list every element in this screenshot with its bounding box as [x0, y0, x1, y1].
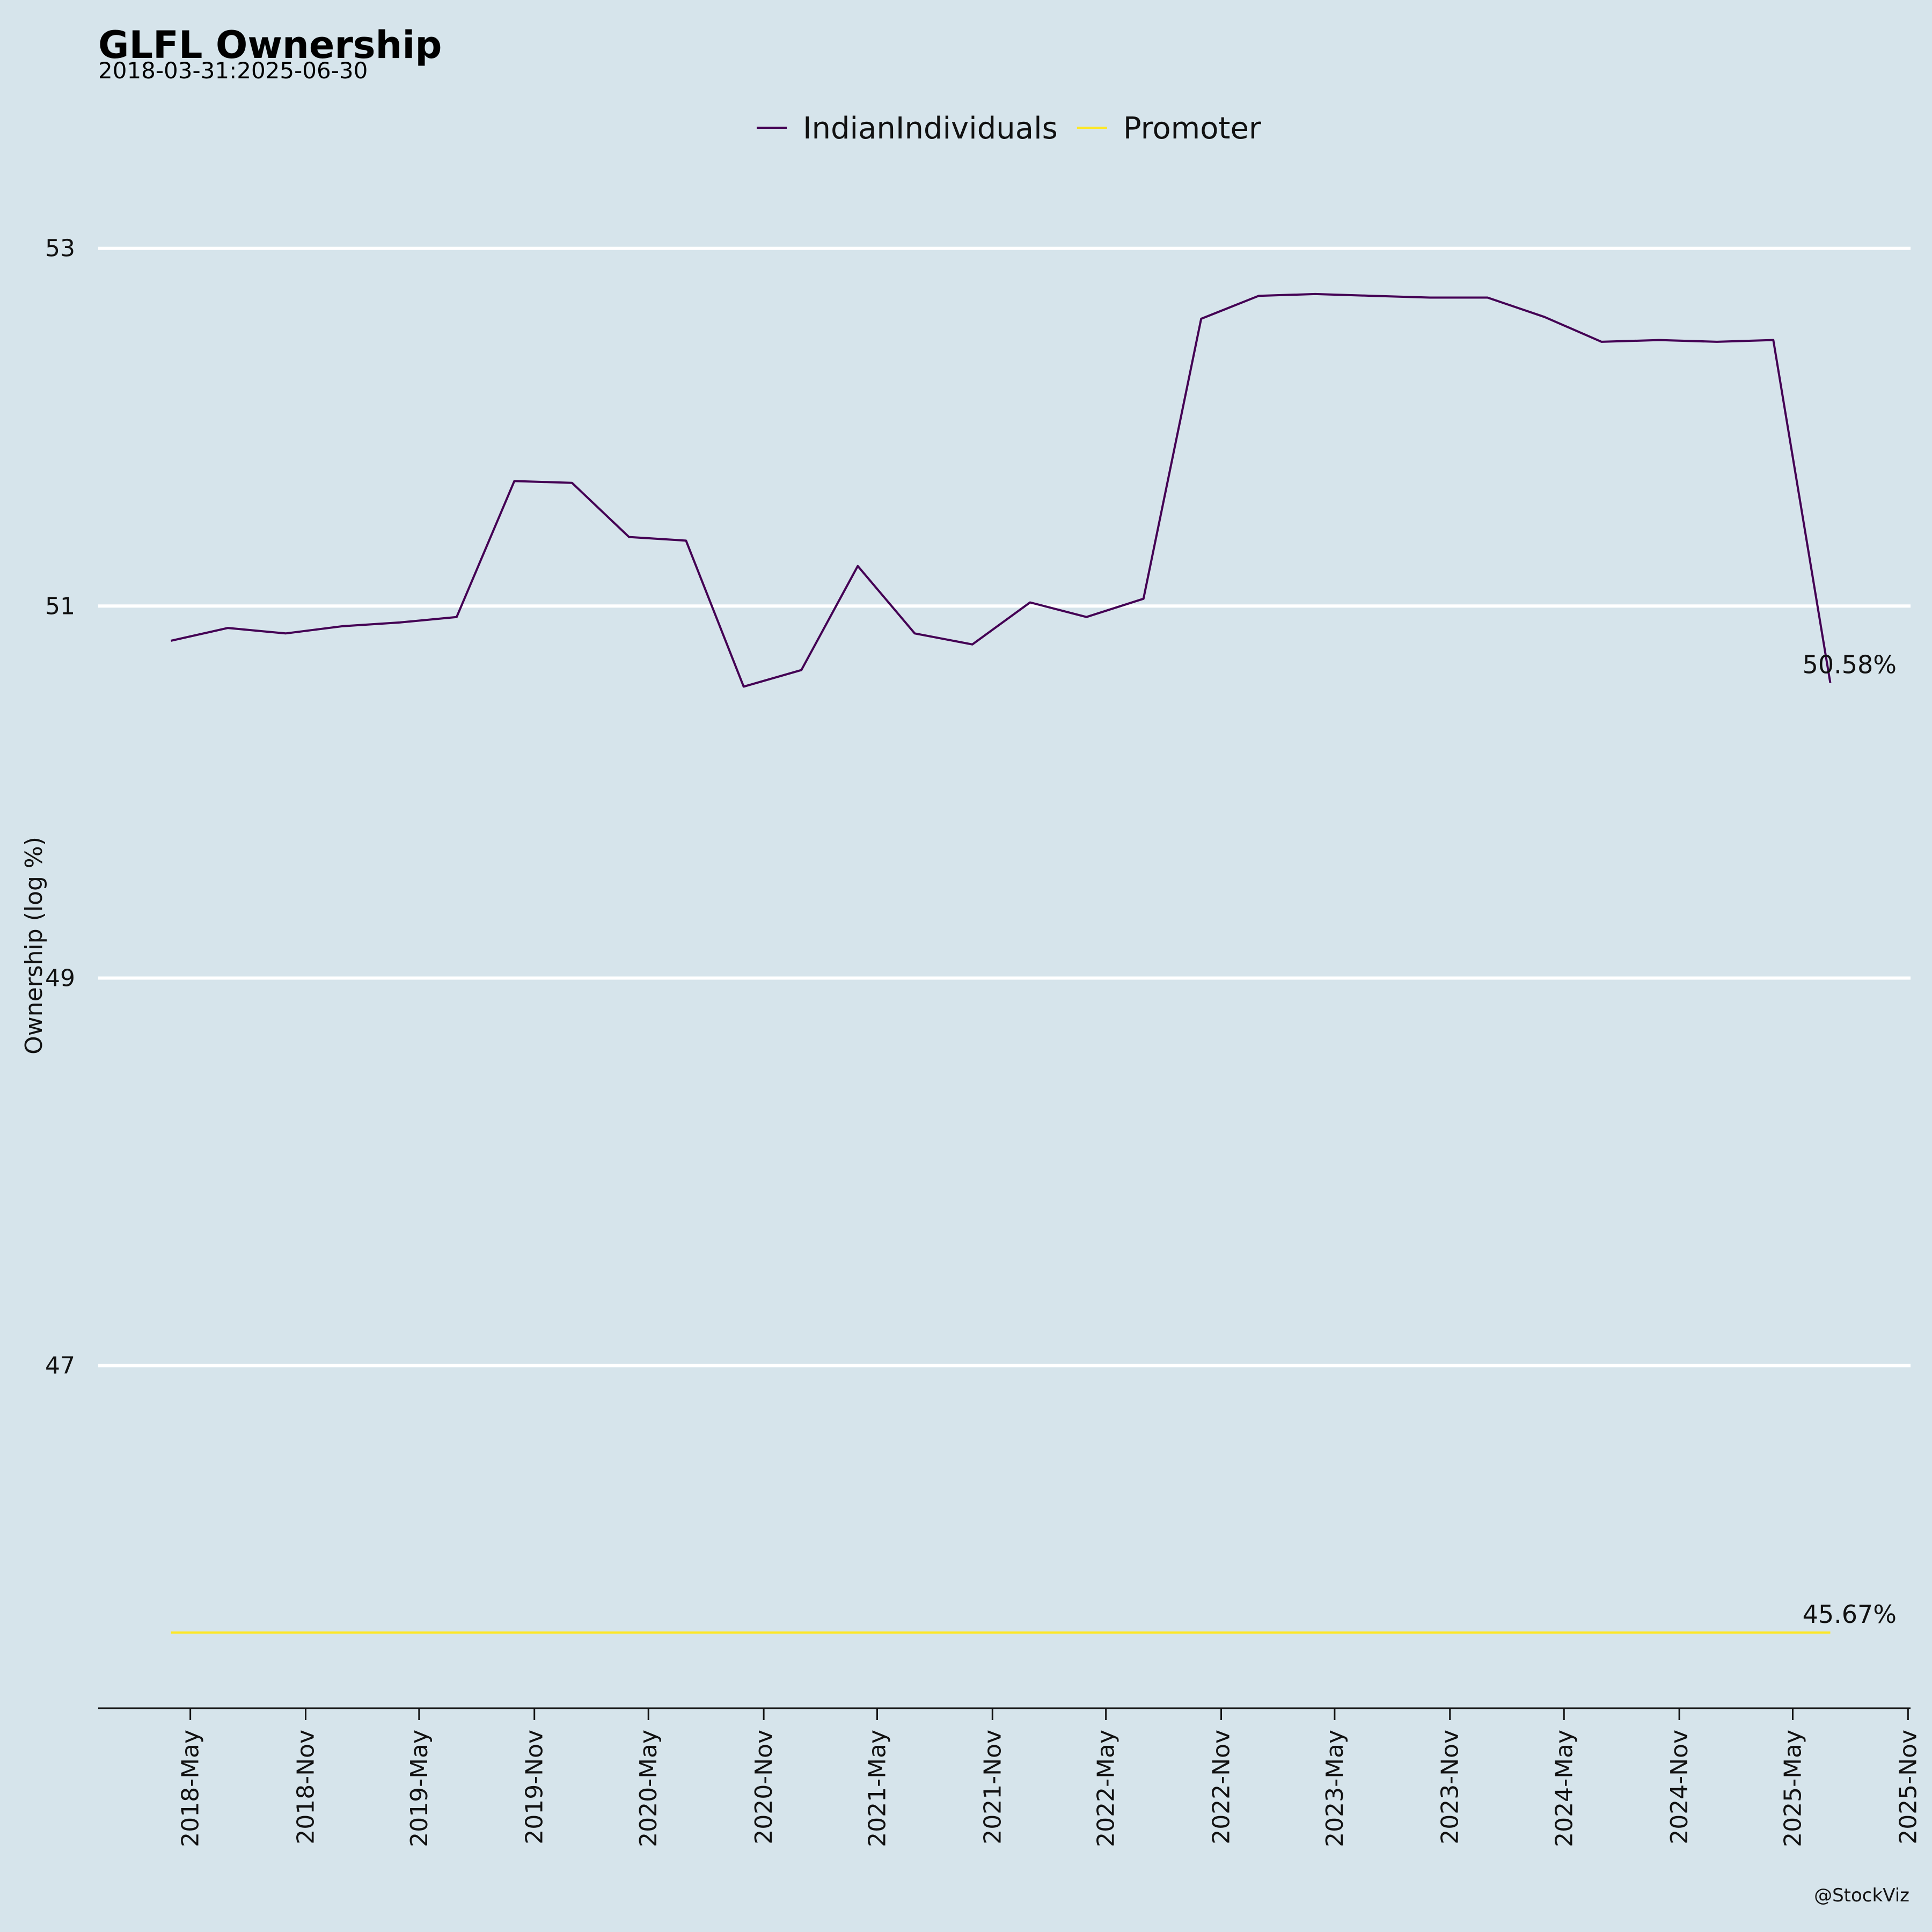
legend: IndianIndividuals Promoter: [757, 111, 1262, 146]
chart-title: GLFL Ownership: [98, 23, 442, 67]
x-tick-label-2024-May: 2024-May: [1550, 1730, 1578, 1847]
x-tick-label-2021-Nov: 2021-Nov: [979, 1730, 1006, 1845]
x-tick-label-2018-May: 2018-May: [177, 1730, 204, 1847]
legend-label-Promoter: Promoter: [1123, 111, 1262, 146]
x-tick-label-2020-Nov: 2020-Nov: [750, 1730, 778, 1845]
y-tick-label-51: 51: [45, 592, 75, 620]
x-tick-label-2023-Nov: 2023-Nov: [1437, 1730, 1464, 1845]
end-label-IndianIndividuals: 50.58%: [1803, 650, 1897, 679]
x-tick-label-2020-May: 2020-May: [635, 1730, 662, 1847]
legend-label-IndianIndividuals: IndianIndividuals: [803, 111, 1058, 146]
gridlines: [98, 246, 1911, 1367]
y-axis-label: Ownership (log %): [20, 837, 48, 1055]
end-label-Promoter: 45.67%: [1803, 1600, 1897, 1629]
y-tick-label-53: 53: [45, 235, 75, 262]
x-tick-label-2018-Nov: 2018-Nov: [292, 1730, 320, 1845]
end-labels: 50.58% 45.67%: [1803, 650, 1897, 1629]
x-tick-label-2021-May: 2021-May: [863, 1730, 891, 1847]
x-tick-label-2019-May: 2019-May: [406, 1730, 433, 1847]
credit-label: @StockViz: [1814, 1885, 1909, 1906]
x-tick-label-2019-Nov: 2019-Nov: [521, 1730, 548, 1845]
y-tick-label-49: 49: [45, 964, 75, 992]
y-axis-ticks: 47 49 51 53: [45, 235, 75, 1380]
series-lines: [171, 292, 1832, 1634]
series-line-IndianIndividuals: [171, 292, 1832, 688]
x-axis: 2018-May 2018-Nov 2019-May 2019-Nov 2020-May…: [98, 1707, 1922, 1847]
x-tick-label-2022-Nov: 2022-Nov: [1208, 1730, 1235, 1845]
chart-subtitle: 2018-03-31:2025-06-30: [98, 57, 368, 84]
x-tick-label-2025-May: 2025-May: [1779, 1730, 1806, 1847]
x-tick-label-2023-May: 2023-May: [1321, 1730, 1349, 1847]
y-tick-label-47: 47: [45, 1352, 75, 1380]
x-tick-label-2024-Nov: 2024-Nov: [1666, 1730, 1693, 1845]
x-tick-label-2022-May: 2022-May: [1093, 1730, 1120, 1847]
x-tick-label-2025-Nov: 2025-Nov: [1894, 1730, 1922, 1845]
